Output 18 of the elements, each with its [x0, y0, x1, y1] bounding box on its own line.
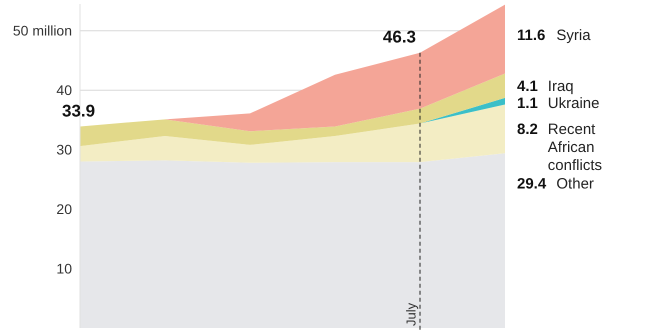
y-tick-label: 30	[56, 142, 72, 158]
text: Iraq	[548, 78, 574, 95]
data-label: 11.6	[517, 26, 546, 44]
y-tick-label: 40	[56, 82, 72, 98]
data-label: 29.4	[517, 175, 547, 192]
y-tick-label: 50 million	[12, 22, 72, 39]
text: Syria	[556, 26, 592, 44]
annotation: 33.9	[62, 101, 96, 120]
data-label: 8.2	[517, 121, 538, 138]
y-tick-label: 20	[56, 201, 72, 217]
text: Other	[556, 175, 594, 192]
x-tick-label: July	[403, 302, 418, 326]
y-tick-label: 10	[56, 260, 72, 276]
annotation: 46.3	[382, 28, 416, 47]
data-label: 4.1	[517, 78, 538, 95]
data-label: 1.1	[517, 94, 538, 112]
text: Ukraine	[548, 94, 600, 112]
text: Recent African conflicts	[548, 121, 602, 174]
